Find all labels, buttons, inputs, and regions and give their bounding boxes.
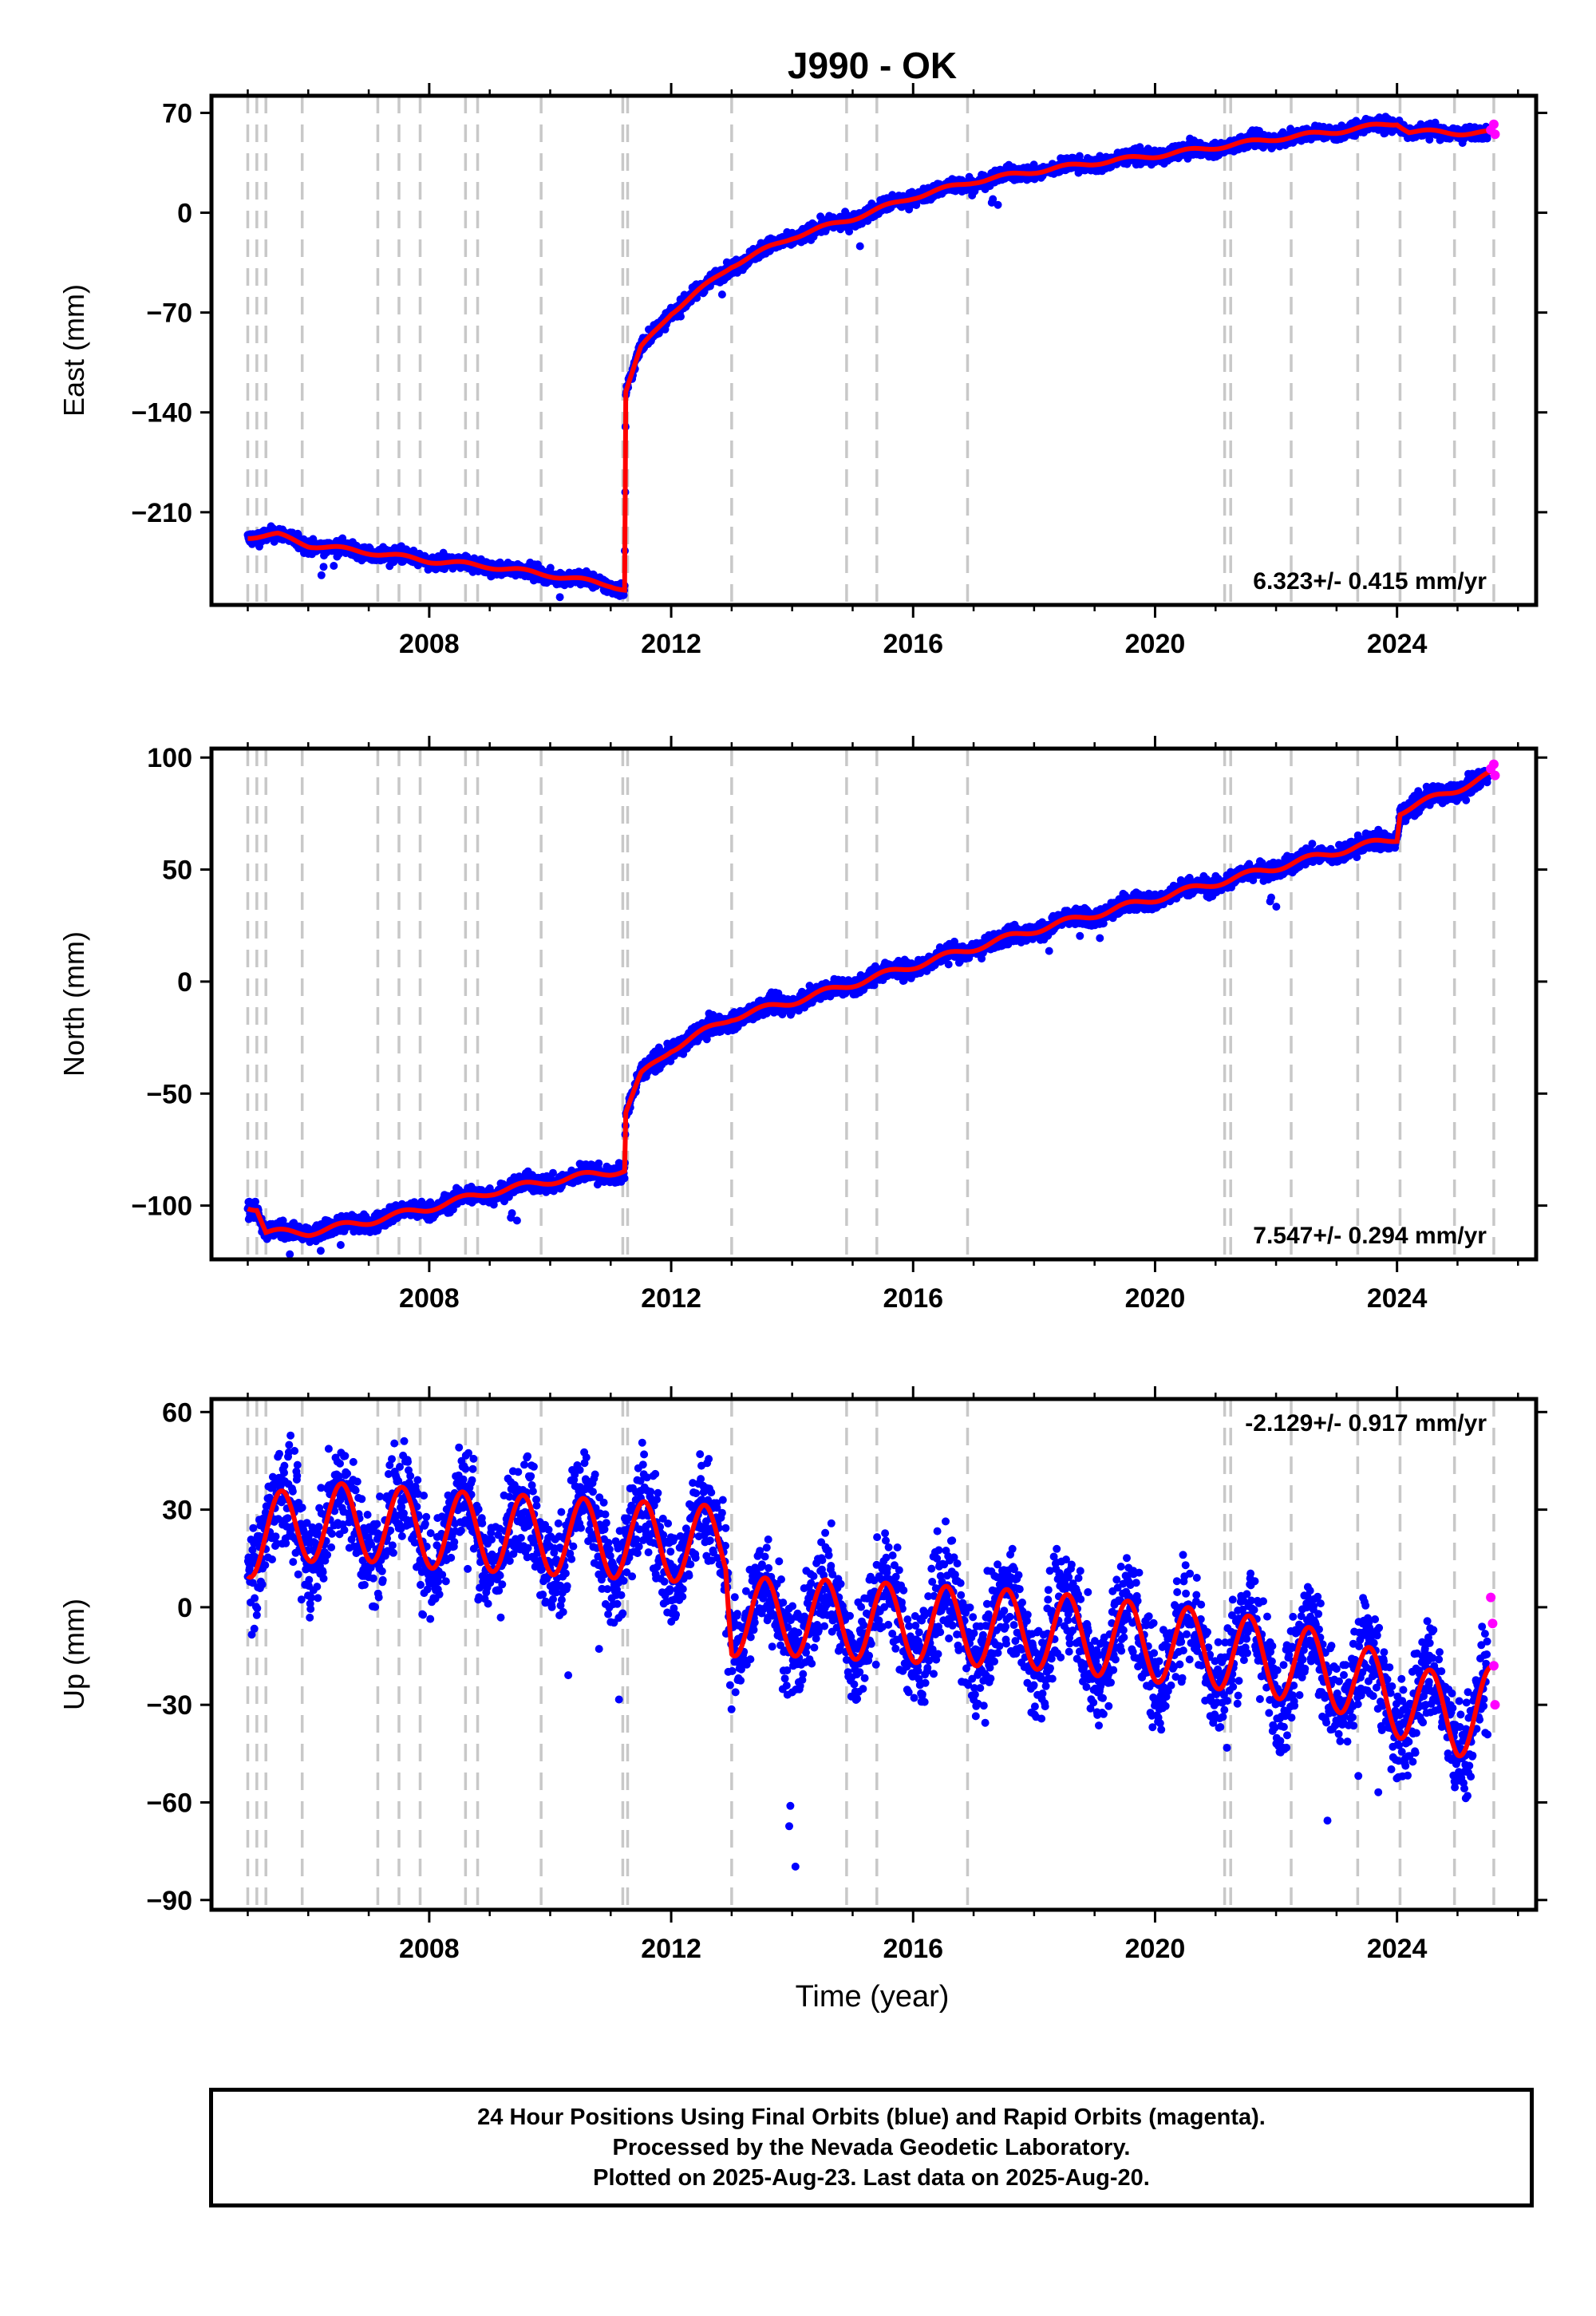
x-tick-label: 2020: [1125, 1283, 1186, 1314]
velocity-rate-label: 7.547+/- 0.294 mm/yr: [1253, 1223, 1487, 1249]
x-tick-label: 2008: [399, 1283, 460, 1314]
y-axis-label: Up (mm): [57, 1599, 90, 1710]
x-tick-label: 2020: [1125, 1934, 1186, 1964]
final-orbit-points: [243, 766, 1492, 1259]
rapid-orbit-point: [1488, 1661, 1499, 1671]
x-tick-label: 2024: [1367, 1283, 1428, 1314]
y-tick-label: −30: [146, 1690, 192, 1721]
model-curve: [247, 121, 1494, 593]
y-tick-label: −70: [146, 298, 192, 329]
panel-up: 60 30 0 −30 −60 −90 2008 2012 2016 2020 2024 Up (mm…: [57, 1386, 1547, 1964]
y-tick-label: 0: [177, 967, 192, 998]
panel-frame: [209, 93, 1539, 607]
footer-line-3: Plotted on 2025-Aug-23. Last data on 202…: [593, 2165, 1150, 2191]
rapid-orbit-point: [1490, 1700, 1500, 1710]
x-tick-label: 2012: [641, 1934, 701, 1964]
model-curve: [247, 768, 1495, 1239]
footer-line-1: 24 Hour Positions Using Final Orbits (bl…: [477, 2105, 1266, 2130]
x-tick-label: 2016: [883, 1283, 943, 1314]
y-tick-label: −140: [131, 398, 192, 429]
final-orbit-points: [243, 1431, 1492, 1871]
y-tick-label: 50: [162, 856, 192, 886]
panel-frame: [209, 1397, 1539, 1912]
rapid-orbit-point: [1490, 129, 1500, 140]
x-axis-label: Time (year): [796, 1980, 950, 2014]
rapid-orbit-point: [1488, 759, 1499, 769]
y-tick-label: −60: [146, 1788, 192, 1818]
chart-title: J990 - OK: [788, 45, 957, 86]
panel-frame: [209, 746, 1539, 1262]
y-axis-label: North (mm): [57, 931, 90, 1077]
x-tick-label: 2024: [1367, 1934, 1428, 1964]
model-curve: [246, 1480, 1495, 1759]
panel-east: 70 0 −70 −140 −210 2008 2012 2016 2020 2024 East (…: [57, 83, 1547, 659]
y-tick-label: 0: [177, 199, 192, 229]
x-tick-label: 2020: [1125, 629, 1186, 659]
y-tick-label: 0: [177, 1593, 192, 1623]
velocity-rate-label: 6.323+/- 0.415 mm/yr: [1253, 568, 1487, 595]
y-tick-label: 70: [162, 98, 192, 128]
y-axis-label: East (mm): [57, 284, 90, 417]
y-tick-label: 30: [162, 1496, 192, 1526]
x-tick-label: 2016: [883, 1934, 943, 1964]
rapid-orbit-point: [1490, 770, 1500, 781]
y-tick-label: −50: [146, 1079, 192, 1109]
footer-line-2: Processed by the Nevada Geodetic Laborat…: [612, 2135, 1131, 2160]
rapid-orbit-point: [1486, 1592, 1496, 1603]
panel-north: 100 50 0 −50 −100 2008 2012 2016 2020 2024 North (…: [57, 736, 1547, 1314]
x-tick-label: 2008: [399, 629, 460, 659]
y-tick-label: −100: [131, 1192, 192, 1222]
y-tick-label: −210: [131, 498, 192, 528]
x-tick-label: 2024: [1367, 629, 1428, 659]
y-tick-label: 60: [162, 1397, 192, 1428]
final-orbit-points: [243, 113, 1492, 602]
rapid-orbit-point: [1488, 119, 1499, 129]
y-tick-label: −90: [146, 1886, 192, 1916]
x-tick-label: 2008: [399, 1934, 460, 1964]
footer-caption-box: 24 Hour Positions Using Final Orbits (bl…: [209, 2088, 1534, 2207]
rapid-orbit-point: [1487, 1618, 1498, 1629]
y-tick-label: 100: [147, 743, 192, 773]
x-tick-label: 2012: [641, 1283, 701, 1314]
velocity-rate-label: -2.129+/- 0.917 mm/yr: [1245, 1410, 1487, 1437]
x-tick-label: 2012: [641, 629, 701, 659]
x-tick-label: 2016: [883, 629, 943, 659]
